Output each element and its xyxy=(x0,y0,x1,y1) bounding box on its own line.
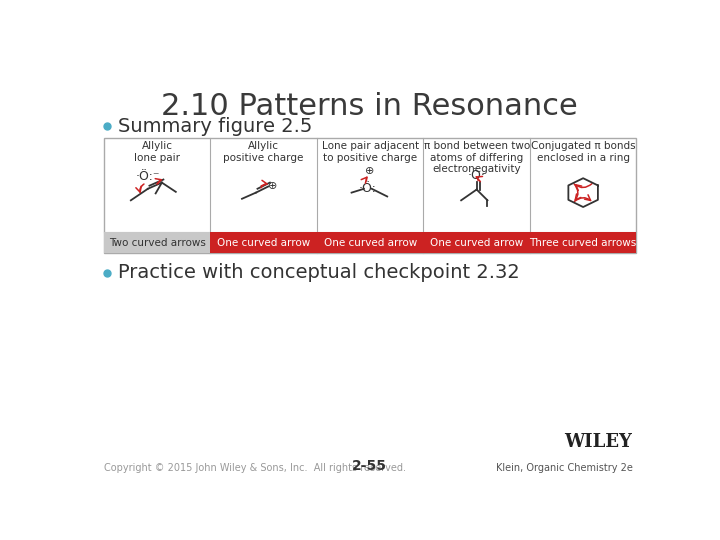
Text: ⊕: ⊕ xyxy=(269,181,278,192)
Text: π bond between two
atoms of differing
electronegativity: π bond between two atoms of differing el… xyxy=(423,141,530,174)
Text: Three curved arrows: Three curved arrows xyxy=(529,238,636,248)
Text: Allylic
lone pair: Allylic lone pair xyxy=(134,141,180,163)
Text: Summary figure 2.5: Summary figure 2.5 xyxy=(118,117,312,136)
Text: ⊕: ⊕ xyxy=(366,166,375,176)
Text: Lone pair adjacent
to positive charge: Lone pair adjacent to positive charge xyxy=(322,141,419,163)
Text: ·Ö:⁻: ·Ö:⁻ xyxy=(135,170,160,183)
Text: WILEY: WILEY xyxy=(564,433,632,451)
Text: Klein, Organic Chemistry 2e: Klein, Organic Chemistry 2e xyxy=(495,463,632,473)
Text: Practice with conceptual checkpoint 2.32: Practice with conceptual checkpoint 2.32 xyxy=(118,263,520,282)
Text: Conjugated π bonds
enclosed in a ring: Conjugated π bonds enclosed in a ring xyxy=(531,141,636,163)
Text: Allylic
positive charge: Allylic positive charge xyxy=(223,141,304,163)
Text: One curved arrow: One curved arrow xyxy=(217,238,310,248)
Text: ·Ö·: ·Ö· xyxy=(468,169,485,182)
Bar xyxy=(530,232,636,253)
Bar xyxy=(104,232,210,253)
Text: Two curved arrows: Two curved arrows xyxy=(109,238,206,248)
Bar xyxy=(104,138,636,253)
Text: Copyright © 2015 John Wiley & Sons, Inc.  All rights reserved.: Copyright © 2015 John Wiley & Sons, Inc.… xyxy=(104,463,406,473)
Bar xyxy=(317,232,423,253)
Text: 2-55: 2-55 xyxy=(351,459,387,473)
Text: 2.10 Patterns in Resonance: 2.10 Patterns in Resonance xyxy=(161,92,577,121)
Text: ·Ö:: ·Ö: xyxy=(358,183,376,195)
Text: One curved arrow: One curved arrow xyxy=(323,238,417,248)
Bar xyxy=(423,232,530,253)
Bar xyxy=(210,232,317,253)
Text: One curved arrow: One curved arrow xyxy=(430,238,523,248)
